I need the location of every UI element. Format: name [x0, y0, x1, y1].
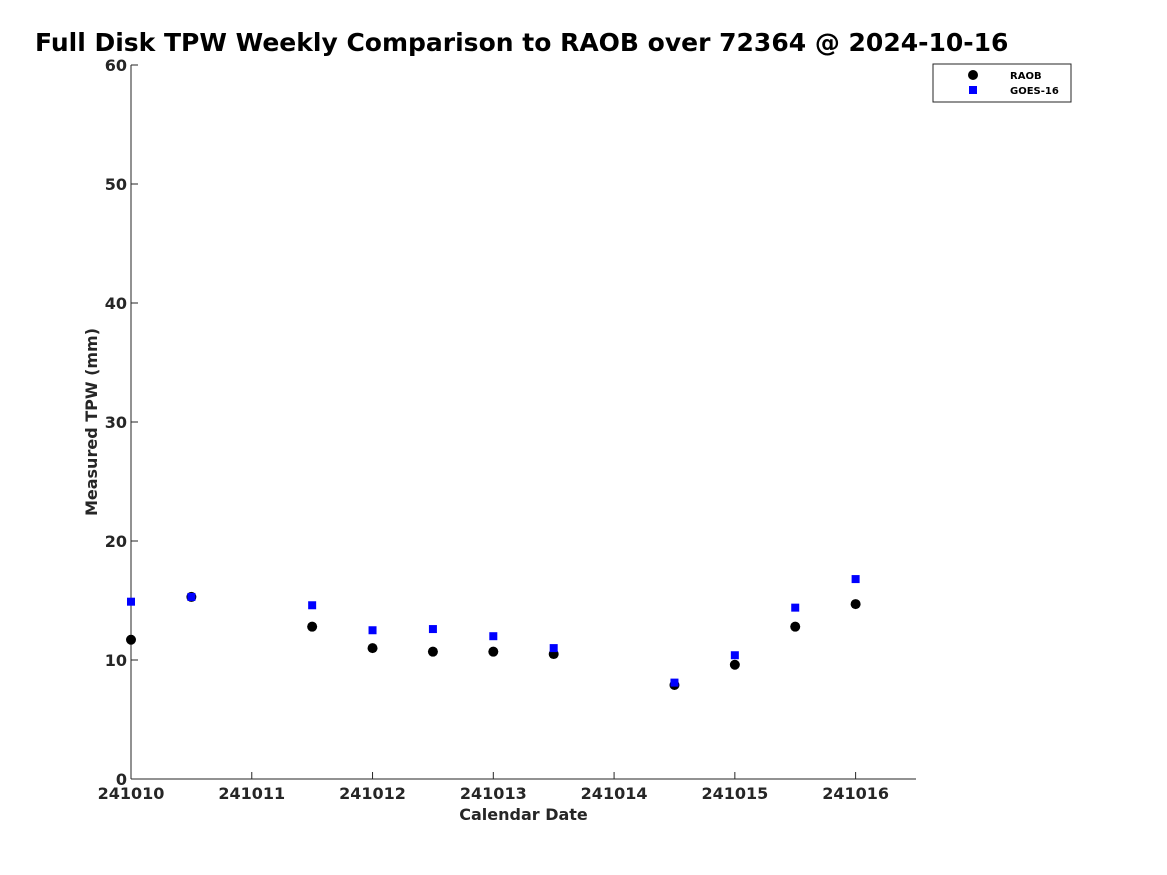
goes16-point — [670, 678, 679, 687]
goes16-point — [851, 575, 860, 584]
raob-point — [488, 646, 499, 657]
x-tick-label: 241010 — [98, 784, 165, 803]
y-axis-ticks: 0 10 20 30 40 50 60 — [105, 56, 138, 789]
goes16-point — [127, 597, 135, 606]
x-axis-label: Calendar Date — [459, 805, 588, 824]
goes16-point — [549, 644, 558, 653]
y-tick-label: 60 — [105, 56, 127, 75]
raob-point — [850, 599, 861, 610]
y-tick-label: 30 — [105, 413, 127, 432]
goes16-point — [428, 625, 437, 634]
x-tick-label: 241011 — [218, 784, 285, 803]
goes16-point — [187, 592, 196, 601]
goes16-point — [730, 651, 739, 660]
data-points — [126, 575, 861, 690]
raob-point — [729, 659, 740, 670]
y-tick-label: 10 — [105, 651, 127, 670]
legend-label: GOES-16 — [1010, 86, 1059, 97]
legend-box — [932, 63, 1072, 103]
x-tick-label: 241015 — [701, 784, 768, 803]
raob-point — [427, 646, 438, 657]
goes16-point — [308, 601, 317, 610]
chart-title: Full Disk TPW Weekly Comparison to RAOB … — [35, 28, 1009, 57]
axes — [130, 65, 916, 780]
raob-point — [307, 621, 318, 632]
legend: RAOB GOES-16 — [932, 63, 1072, 103]
goes16-point — [791, 603, 800, 612]
legend-label: RAOB — [1010, 71, 1042, 82]
y-axis-label: Measured TPW (mm) — [82, 328, 101, 516]
x-tick-label: 241014 — [581, 784, 648, 803]
x-axis-ticks: 241010 241011 241012 241013 241014 241015 2410… — [98, 772, 889, 803]
y-tick-label: 20 — [105, 532, 127, 551]
raob-point — [367, 643, 378, 654]
x-tick-label: 241016 — [822, 784, 889, 803]
goes16-point — [489, 632, 498, 641]
goes16-point — [368, 626, 377, 635]
raob-point — [790, 621, 801, 632]
x-tick-label: 241013 — [460, 784, 527, 803]
raob-point — [126, 634, 136, 645]
legend-goes16-marker — [969, 86, 977, 94]
y-tick-label: 50 — [105, 175, 127, 194]
y-tick-label: 0 — [116, 770, 127, 789]
y-tick-label: 40 — [105, 294, 127, 313]
legend-raob-marker — [968, 70, 978, 80]
x-tick-label: 241012 — [339, 784, 406, 803]
